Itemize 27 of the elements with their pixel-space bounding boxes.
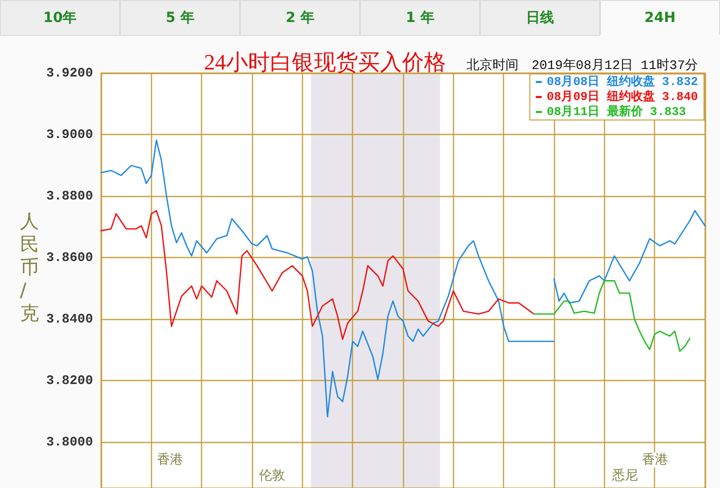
line-series — [553, 210, 706, 304]
chart-title: 24小时白银现货买入价格 — [204, 50, 446, 74]
text: 24H — [600, 0, 720, 35]
legend-label: 08月11日 最新价 3.833 — [546, 104, 686, 119]
y-tick-label: 3.8000 — [46, 434, 94, 450]
annotation: 香港 — [157, 452, 183, 468]
annotation: 香港 — [642, 452, 668, 468]
y-tick-label: 3.8600 — [46, 250, 94, 265]
y-tick-label: 3.8400 — [46, 311, 94, 326]
annotation: 伦敦 — [259, 468, 285, 484]
legend-label: 08月08日 纽约收盘 3.832 — [546, 74, 698, 89]
y-axis-title: 人民币/克 — [20, 210, 39, 324]
chart-subtitle: 北京时间 2019年08月12日 11时37分 — [466, 58, 698, 73]
line-series — [100, 210, 535, 340]
line-series — [100, 140, 555, 418]
annotation: 悉尼 — [611, 468, 638, 484]
legend-label: 08月09日 纽约收盘 3.840 — [546, 89, 698, 104]
text: 2 年 — [240, 0, 360, 36]
y-tick-label: 3.9000 — [46, 126, 94, 142]
text: 1 年 — [360, 0, 480, 36]
text: 日线 — [480, 0, 600, 36]
y-tick-label: 3.8800 — [46, 188, 94, 204]
line-series — [533, 280, 691, 352]
text: 5 年 — [120, 0, 240, 36]
text: 10年 — [0, 0, 120, 36]
y-tick-label: 3.9200 — [46, 66, 94, 80]
y-tick-label: 3.8200 — [46, 372, 94, 388]
